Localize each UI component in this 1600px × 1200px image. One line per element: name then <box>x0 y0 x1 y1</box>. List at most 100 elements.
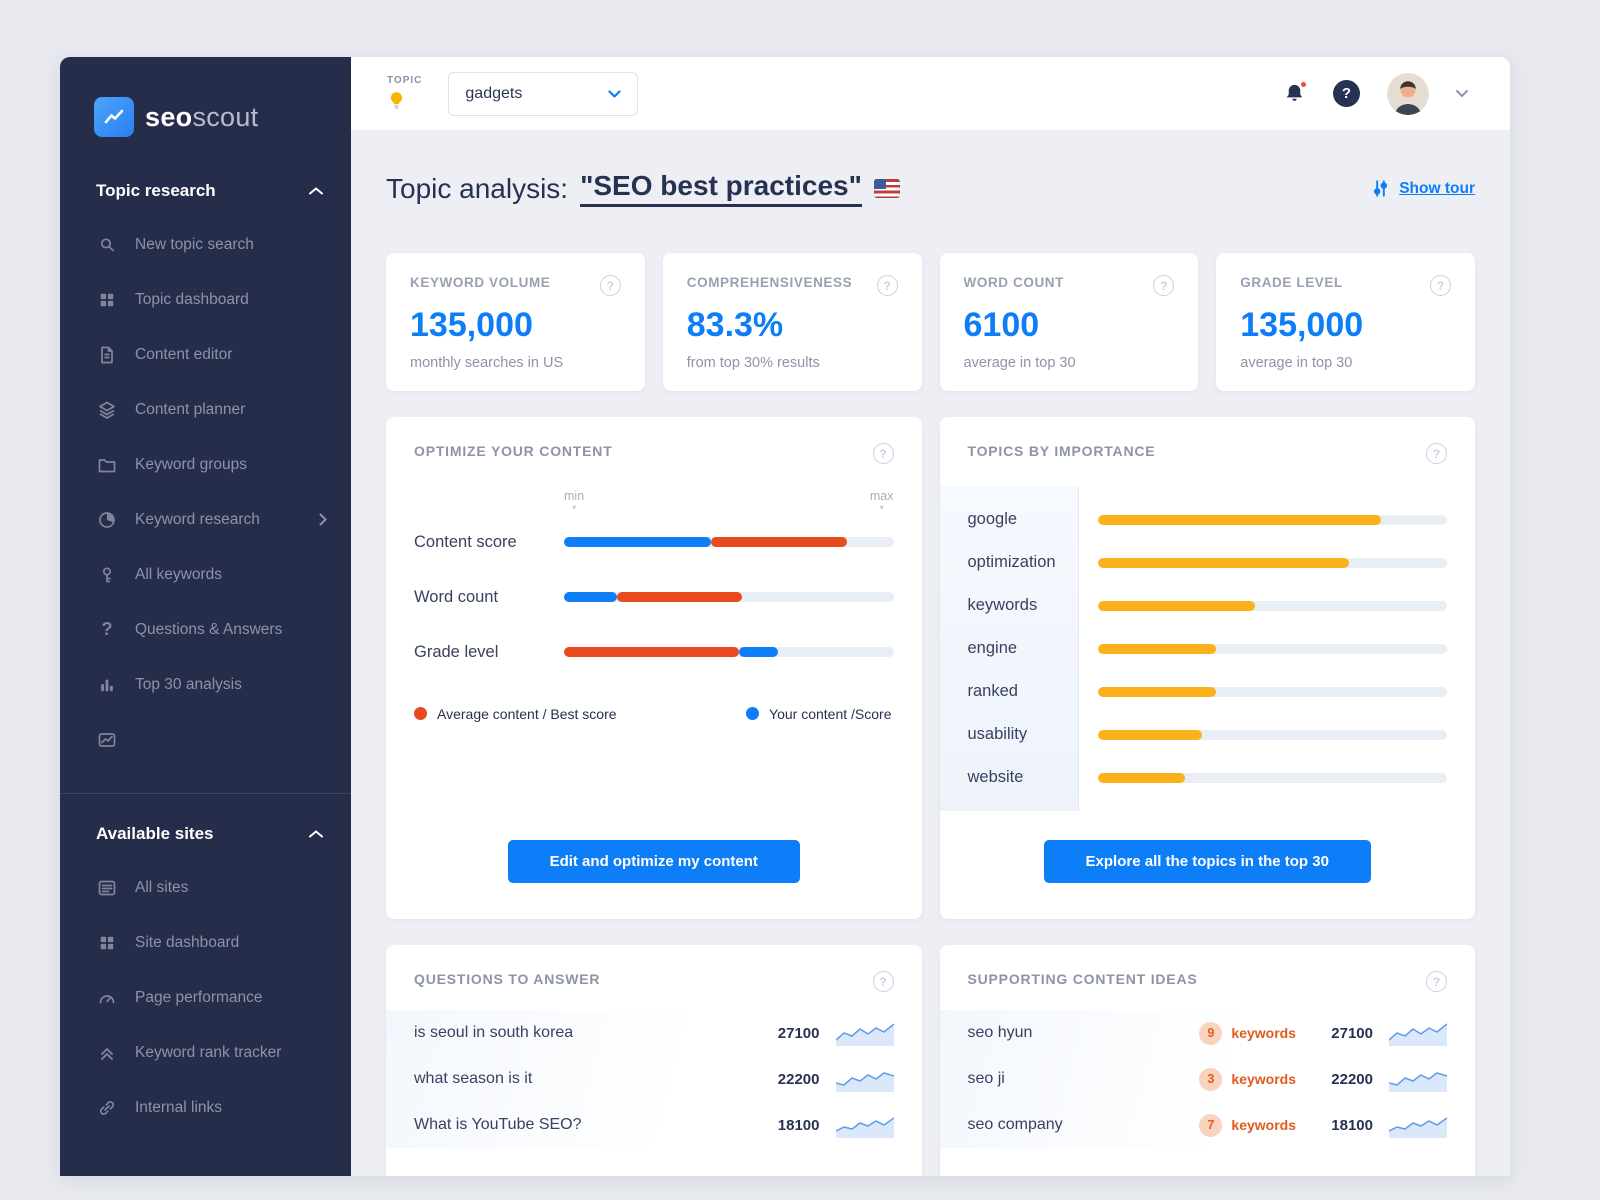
idea-term: seo ji <box>967 1070 1005 1087</box>
sidebar-item-internal-links[interactable]: Internal links <box>60 1080 351 1135</box>
sidebar-item-topic-dashboard[interactable]: Topic dashboard <box>60 272 351 327</box>
sidebar-item-label: Content planner <box>135 400 246 418</box>
sidebar-item-keyword-rank-tracker[interactable]: Keyword rank tracker <box>60 1025 351 1080</box>
sidebar-item-page-performance[interactable]: Page performance <box>60 970 351 1025</box>
help-icon[interactable]: ? <box>1153 275 1175 296</box>
content-score-row: Content score <box>414 515 894 570</box>
topic-select[interactable]: gadgets <box>448 71 639 116</box>
stat-caption: average in top 30 <box>1240 355 1353 371</box>
stat-card-word-count: WORD COUNT ? 6100 average in top 30 <box>939 253 1199 391</box>
sidebar-item-label: All keywords <box>135 565 222 583</box>
topic-bar <box>1097 643 1447 654</box>
topic-row: optimization <box>967 541 1447 584</box>
chevron-down-icon <box>608 89 621 98</box>
topic-row: website <box>968 756 1447 799</box>
edit-optimize-content-button[interactable]: Edit and optimize my content <box>507 840 800 883</box>
sidebar-item-keyword-groups[interactable]: Keyword groups <box>60 437 351 492</box>
sidebar-item-label: All sites <box>135 878 189 896</box>
chevron-right-icon <box>319 513 327 526</box>
notifications-bell-icon[interactable] <box>1283 80 1308 105</box>
sidebar-item-questions-answers[interactable]: ? Questions & Answers <box>60 602 351 657</box>
sidebar-item-top-30-analysis[interactable]: Top 30 analysis <box>60 657 351 712</box>
idea-row[interactable]: seo hyun 9 keywords 27100 <box>968 1010 1447 1056</box>
list-icon <box>96 878 118 898</box>
sidebar-item-site-dashboard[interactable]: Site dashboard <box>60 915 351 970</box>
help-icon[interactable]: ? <box>1333 80 1360 107</box>
sidebar-item-all-keywords[interactable]: All keywords <box>60 547 351 602</box>
topic-row: engine <box>968 627 1447 670</box>
panel-title: SUPPORTING CONTENT IDEAS <box>967 971 1198 987</box>
metric-label: Grade level <box>414 642 499 661</box>
sidebar-item-content-editor[interactable]: Content editor <box>60 327 351 382</box>
help-icon[interactable]: ? <box>599 275 621 296</box>
stat-label: GRADE LEVEL <box>1240 275 1343 290</box>
stat-card-grade-level: GRADE LEVEL ? 135,000 average in top 30 <box>1216 253 1475 391</box>
sidebar-item-trend-report[interactable] <box>60 712 351 767</box>
topic-name: optimization <box>967 553 1056 571</box>
topics-by-importance-panel: TOPICS BY IMPORTANCE ? google optimizati… <box>939 417 1475 919</box>
keyword-count-badge: 7 <box>1199 1113 1223 1137</box>
page-header: Topic analysis: "SEO best practices" Sho… <box>386 170 1475 207</box>
search-volume: 18100 <box>777 1116 820 1134</box>
explore-topics-button[interactable]: Explore all the topics in the top 30 <box>1043 840 1371 883</box>
stat-caption: average in top 30 <box>963 355 1076 371</box>
sidebar-item-new-topic-search[interactable]: New topic search <box>60 217 351 272</box>
search-volume: 22200 <box>777 1070 820 1088</box>
idea-row[interactable]: seo company 7 keywords 18100 <box>968 1102 1447 1148</box>
chevron-up-icon <box>309 830 323 838</box>
question-row[interactable]: what season is it 22200 <box>414 1056 894 1102</box>
section-title: Topic research <box>96 181 216 200</box>
sidebar: seoscout Topic research New topic search… <box>60 57 351 1176</box>
sidebar-item-label: Content editor <box>135 345 233 363</box>
sidebar-item-label: Page performance <box>135 988 263 1006</box>
question-text: is seoul in south korea <box>414 1024 574 1041</box>
page-title: Topic analysis: "SEO best practices" <box>386 170 900 207</box>
logo[interactable]: seoscout <box>60 57 351 137</box>
double-chevron-up-icon <box>96 1043 118 1063</box>
search-volume: 27100 <box>1331 1024 1373 1042</box>
avatar[interactable] <box>1387 72 1429 115</box>
keywords-label: keywords <box>1231 1025 1296 1041</box>
trend-sparkline-icon <box>835 1066 894 1092</box>
idea-row[interactable]: seo ji 3 keywords 22200 <box>967 1056 1447 1102</box>
sidebar-item-content-planner[interactable]: Content planner <box>60 382 351 437</box>
sidebar-section-topic-research[interactable]: Topic research <box>60 181 351 201</box>
page-title-prefix: Topic analysis: <box>386 172 569 204</box>
metric-label: Content score <box>414 532 517 551</box>
minmax-labels: min ▾ max ▾ <box>564 489 894 513</box>
sidebar-item-all-sites[interactable]: All sites <box>60 860 351 915</box>
logo-text-light: scout <box>192 101 259 132</box>
topbar-right: ? <box>1283 72 1468 115</box>
sidebar-item-label: Keyword research <box>135 510 260 528</box>
panel-title: OPTIMIZE YOUR CONTENT <box>414 443 613 459</box>
topic-bar <box>1097 557 1447 568</box>
panel-title: TOPICS BY IMPORTANCE <box>967 443 1156 459</box>
question-row[interactable]: is seoul in south korea 27100 <box>414 1010 894 1056</box>
sidebar-item-keyword-research[interactable]: Keyword research <box>60 492 351 547</box>
topic-name: usability <box>967 725 1028 743</box>
logo-chart-icon <box>94 97 134 137</box>
legend-your-content: Your content /Score <box>746 706 892 722</box>
blue-dot-icon <box>746 707 760 721</box>
help-icon[interactable]: ? <box>1426 971 1447 992</box>
question-row[interactable]: What is YouTube SEO? 18100 <box>414 1102 894 1148</box>
average-score-segment <box>564 647 739 658</box>
grade-level-row: Grade level <box>414 625 894 680</box>
sidebar-section-available-sites[interactable]: Available sites <box>60 824 351 844</box>
dashboard-icon <box>96 291 118 309</box>
sidebar-item-label: Keyword rank tracker <box>135 1043 282 1061</box>
stat-card-comprehensiveness: COMPREHENSIVENESS ? 83.3% from top 30% r… <box>662 253 922 391</box>
help-icon[interactable]: ? <box>876 275 898 296</box>
chevron-down-icon[interactable] <box>1456 90 1468 97</box>
help-icon[interactable]: ? <box>1426 443 1447 464</box>
link-icon <box>96 1098 118 1118</box>
help-icon[interactable]: ? <box>872 971 894 992</box>
help-icon[interactable]: ? <box>872 443 894 464</box>
panel-title: QUESTIONS TO ANSWER <box>414 971 601 987</box>
min-label: min ▾ <box>564 489 585 512</box>
show-tour-link[interactable]: Show tour <box>1371 179 1475 198</box>
sidebar-item-label: Internal links <box>135 1098 223 1116</box>
help-icon[interactable]: ? <box>1430 275 1451 296</box>
topbar: TOPIC gadgets ? <box>351 57 1510 130</box>
search-volume: 18100 <box>1331 1116 1373 1134</box>
